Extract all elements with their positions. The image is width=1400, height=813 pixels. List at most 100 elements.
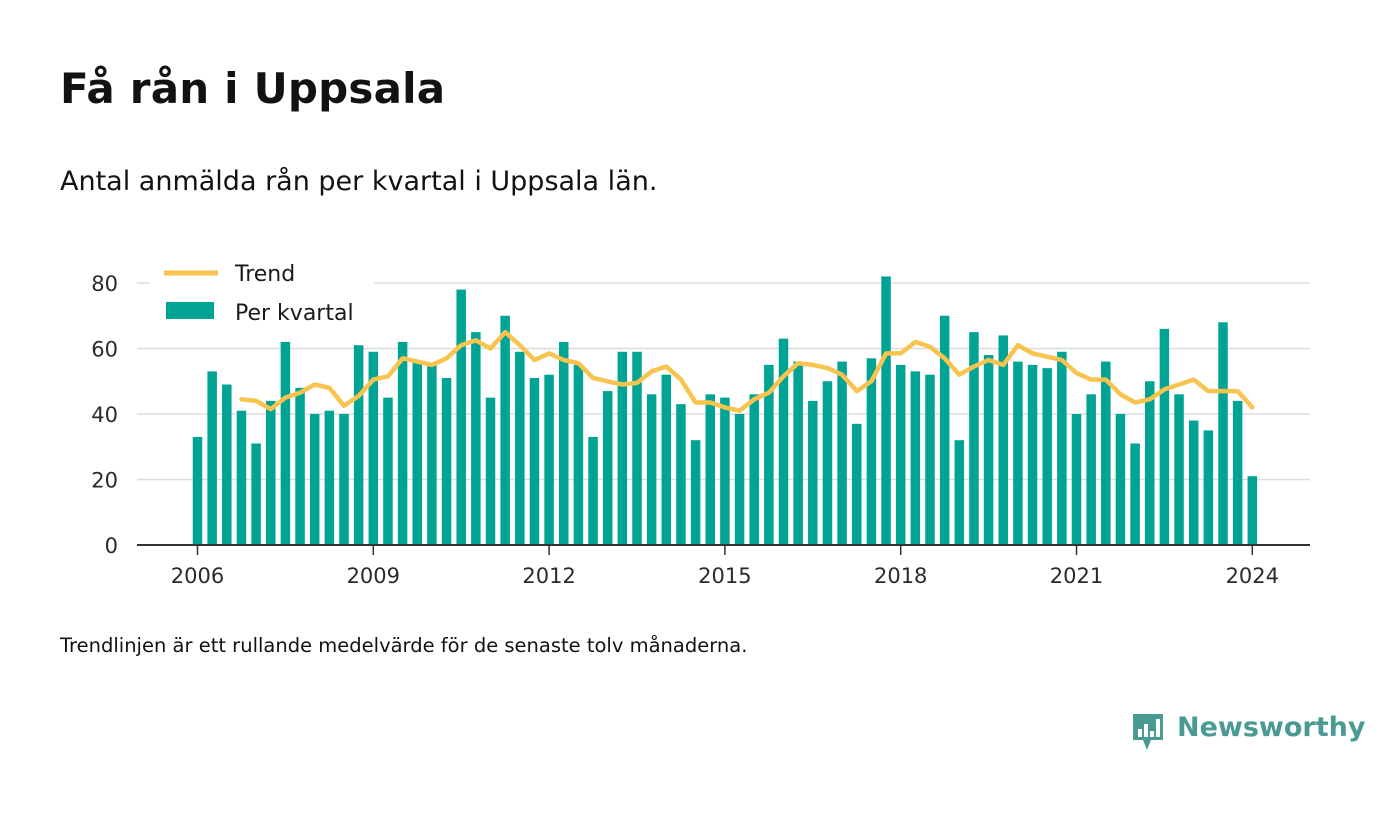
legend-trend-label: Trend — [234, 262, 295, 287]
bar — [280, 341, 291, 545]
bar — [368, 351, 379, 545]
bar — [954, 440, 965, 545]
y-tick-label: 20 — [91, 469, 118, 493]
bar — [881, 276, 891, 545]
bar — [1027, 364, 1038, 545]
bar — [515, 351, 525, 545]
bar — [602, 391, 613, 545]
bar — [1086, 394, 1096, 545]
x-tick-label: 2021 — [1050, 564, 1103, 588]
y-tick-label: 0 — [105, 534, 118, 558]
bar — [1130, 443, 1140, 545]
x-tick-label: 2018 — [874, 564, 927, 588]
bar — [969, 332, 979, 545]
bar — [339, 414, 349, 545]
bar — [207, 371, 217, 545]
bar — [925, 374, 935, 545]
bar — [559, 341, 569, 545]
bar — [427, 364, 437, 545]
chart-title: Få rån i Uppsala — [60, 64, 446, 113]
bar — [573, 364, 584, 545]
bar — [412, 361, 422, 545]
bar — [676, 404, 686, 545]
line-series-trend — [239, 329, 1255, 413]
bar — [1232, 400, 1243, 545]
legend-background — [150, 255, 374, 333]
bar — [1013, 361, 1023, 545]
y-tick-label: 60 — [91, 338, 118, 362]
bar — [939, 315, 950, 545]
bar — [456, 289, 466, 545]
bar — [778, 338, 789, 545]
bar — [617, 351, 628, 545]
bar — [632, 351, 642, 545]
bar — [588, 436, 598, 545]
bar — [295, 387, 305, 545]
bar — [749, 394, 759, 545]
bar — [895, 364, 906, 545]
bar — [1188, 420, 1199, 545]
y-tick-label: 80 — [91, 272, 118, 296]
x-tick-label: 2024 — [1226, 564, 1279, 588]
bar — [1042, 368, 1052, 545]
newsworthy-logo-icon — [1133, 714, 1163, 750]
bar — [1115, 414, 1126, 545]
bar — [1071, 414, 1082, 545]
brand-name: Newsworthy — [1177, 712, 1366, 743]
bar — [544, 374, 554, 545]
bar — [764, 364, 774, 545]
bar — [808, 400, 818, 545]
bar — [837, 361, 847, 545]
bar — [251, 443, 261, 545]
legend-bars-swatch — [166, 302, 214, 319]
legend: Trend Per kvartal — [150, 255, 374, 333]
bar — [998, 335, 1008, 545]
bar — [866, 358, 877, 545]
trend-line — [239, 329, 1255, 413]
bar — [646, 394, 657, 545]
footnote: Trendlinjen är ett rullande medelvärde f… — [60, 634, 748, 657]
bar — [309, 414, 320, 545]
legend-bars-label: Per kvartal — [235, 301, 354, 326]
bar — [383, 397, 393, 545]
bar — [441, 377, 452, 545]
x-tick-label: 2006 — [171, 564, 224, 588]
bar — [500, 315, 510, 545]
bar — [690, 440, 701, 545]
bar — [222, 384, 232, 545]
bar — [485, 397, 496, 545]
bar — [471, 332, 481, 545]
bar — [705, 394, 715, 545]
bar — [1174, 394, 1184, 545]
bar-chart: 0 20 40 60 80 2006 2009 2012 2015 2018 2021 2024 Tr… — [91, 255, 1310, 588]
axes: 0 20 40 60 80 2006 2009 2012 2015 2018 2021 2024 — [91, 272, 1310, 588]
bar — [1101, 361, 1111, 545]
chart-subtitle: Antal anmälda rån per kvartal i Uppsala … — [60, 166, 658, 197]
x-tick-label: 2012 — [522, 564, 575, 588]
bar — [983, 355, 994, 545]
bar — [1145, 381, 1155, 545]
bar — [1247, 476, 1258, 545]
bar — [661, 374, 672, 545]
bar — [266, 400, 276, 545]
bar — [720, 397, 730, 545]
bar — [1057, 351, 1067, 545]
bar — [910, 371, 921, 545]
bar-series-per-kvartal — [192, 276, 1258, 545]
bar — [734, 414, 745, 545]
bar — [1218, 322, 1228, 545]
x-tick-label: 2015 — [698, 564, 751, 588]
bar — [324, 410, 335, 545]
bar — [852, 423, 862, 545]
bar — [192, 436, 203, 545]
bar — [1159, 328, 1170, 545]
bar — [529, 377, 540, 545]
bar — [1203, 430, 1214, 545]
bar — [236, 410, 247, 545]
bar — [397, 341, 408, 545]
y-tick-label: 40 — [91, 403, 118, 427]
bar — [353, 345, 364, 545]
bar — [793, 361, 803, 545]
x-tick-label: 2009 — [347, 564, 400, 588]
bar — [822, 381, 833, 545]
